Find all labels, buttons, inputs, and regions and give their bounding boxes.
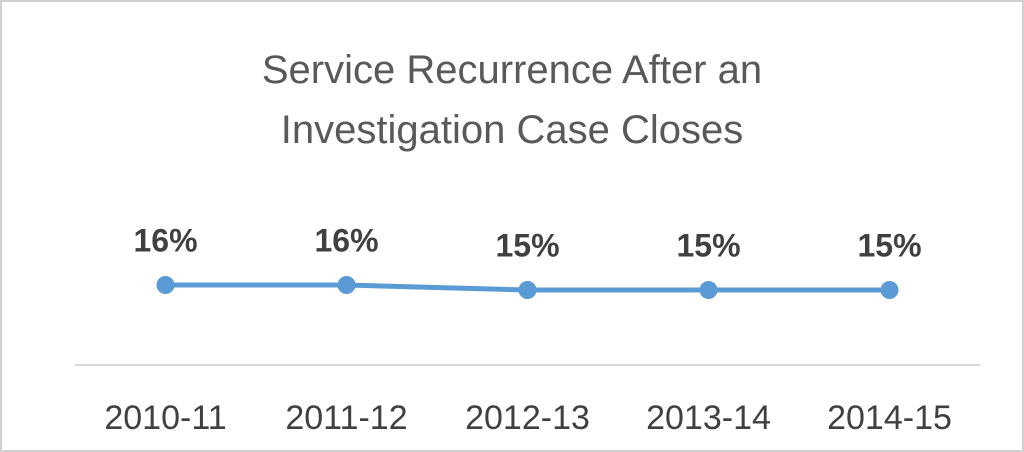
point (518, 281, 537, 299)
x-tick-label: 2011-12 (285, 399, 407, 437)
data-label: 15% (857, 227, 921, 263)
data-label: 16% (314, 222, 378, 258)
x-tick-label: 2013-14 (646, 399, 771, 437)
data-label: 15% (495, 227, 559, 263)
data-label: 16% (133, 222, 197, 258)
point (337, 276, 356, 294)
point (156, 276, 175, 294)
x-tick-label: 2014-15 (827, 399, 952, 437)
x-tick-label: 2012-13 (465, 399, 590, 437)
x-tick-label: 2010-11 (104, 399, 226, 437)
chart-title: Service Recurrence After an Investigatio… (261, 48, 763, 152)
data-label: 15% (676, 227, 740, 263)
point (699, 281, 718, 299)
point (880, 281, 899, 299)
